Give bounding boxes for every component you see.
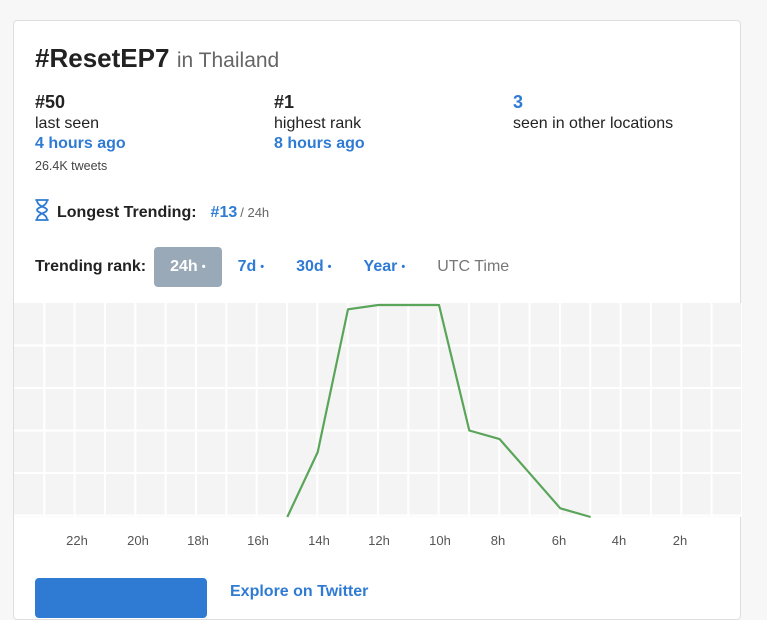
trending-rank-label: Trending rank: <box>35 258 147 275</box>
range-7d-label: 7d <box>237 258 257 275</box>
chart-grid <box>14 303 742 517</box>
range-dot: • <box>327 261 332 273</box>
longest-trending-rank[interactable]: #13 <box>210 203 238 221</box>
last-rank: #50 <box>35 92 66 112</box>
x-tick-label: 22h <box>66 533 88 548</box>
highest-rank-time-link[interactable]: 8 hours ago <box>274 135 365 152</box>
longest-trending-label: Longest Trending: <box>57 203 197 221</box>
range-year-label: Year <box>363 258 398 275</box>
x-tick-label: 18h <box>187 533 209 548</box>
stat-other-locations: 3 seen in other locations <box>513 91 673 134</box>
tweet-count: 26.4K tweets <box>35 159 108 173</box>
x-tick-label: 10h <box>429 533 451 548</box>
range-30d-button[interactable]: 30d • <box>280 247 347 287</box>
hashtag-title: #ResetEP7 <box>35 43 170 73</box>
x-tick-label: 2h <box>673 533 687 548</box>
range-selector: Trending rank: 24h • 7d • 30d • Year • UTC T… <box>35 247 525 287</box>
range-dot: • <box>201 261 206 273</box>
trend-line <box>286 303 591 519</box>
x-tick-label: 8h <box>491 533 505 548</box>
x-tick-label: 4h <box>612 533 626 548</box>
last-seen-time-link[interactable]: 4 hours ago <box>35 135 126 152</box>
location-label: in Thailand <box>176 49 280 72</box>
x-tick-label: 20h <box>127 533 149 548</box>
x-tick-label: 16h <box>247 533 269 548</box>
x-tick-label: 6h <box>552 533 566 548</box>
trend-card: #ResetEP7 in Thailand #50 last seen 4 ho… <box>13 20 742 620</box>
utc-time-label: UTC Time <box>437 258 510 275</box>
range-dot: • <box>260 261 265 273</box>
range-year-button[interactable]: Year • <box>348 247 422 287</box>
longest-trending: Longest Trending: #13 / 24h <box>35 199 269 226</box>
range-30d-label: 30d <box>296 258 324 275</box>
range-dot: • <box>401 261 406 273</box>
range-7d-button[interactable]: 7d • <box>222 247 281 287</box>
stat-highest-rank: #1 highest rank 8 hours ago <box>274 91 365 154</box>
trend-rank-chart: 22h 20h 18h 16h 14h 12h 10h 8h 6h 4h 2h <box>14 303 742 548</box>
highest-rank-value: #1 <box>274 92 295 112</box>
longest-trending-period: / 24h <box>240 205 270 220</box>
range-24h-button[interactable]: 24h • <box>154 247 222 287</box>
other-locations-label: seen in other locations <box>513 115 674 132</box>
chart-x-ticks: 22h 20h 18h 16h 14h 12h 10h 8h 6h 4h 2h <box>66 533 687 548</box>
other-locations-count[interactable]: 3 <box>513 92 524 112</box>
x-tick-label: 14h <box>308 533 330 548</box>
explore-twitter-link[interactable]: Explore on Twitter <box>230 583 369 600</box>
title-row: #ResetEP7 in Thailand <box>35 43 279 74</box>
hourglass-icon <box>35 199 49 226</box>
stat-last-seen: #50 last seen 4 hours ago 26.4K tweets <box>35 91 126 175</box>
x-tick-label: 12h <box>368 533 390 548</box>
twitter-button[interactable] <box>35 578 207 618</box>
highest-rank-label: highest rank <box>274 115 362 132</box>
range-24h-label: 24h <box>170 258 198 275</box>
last-seen-label: last seen <box>35 115 100 132</box>
